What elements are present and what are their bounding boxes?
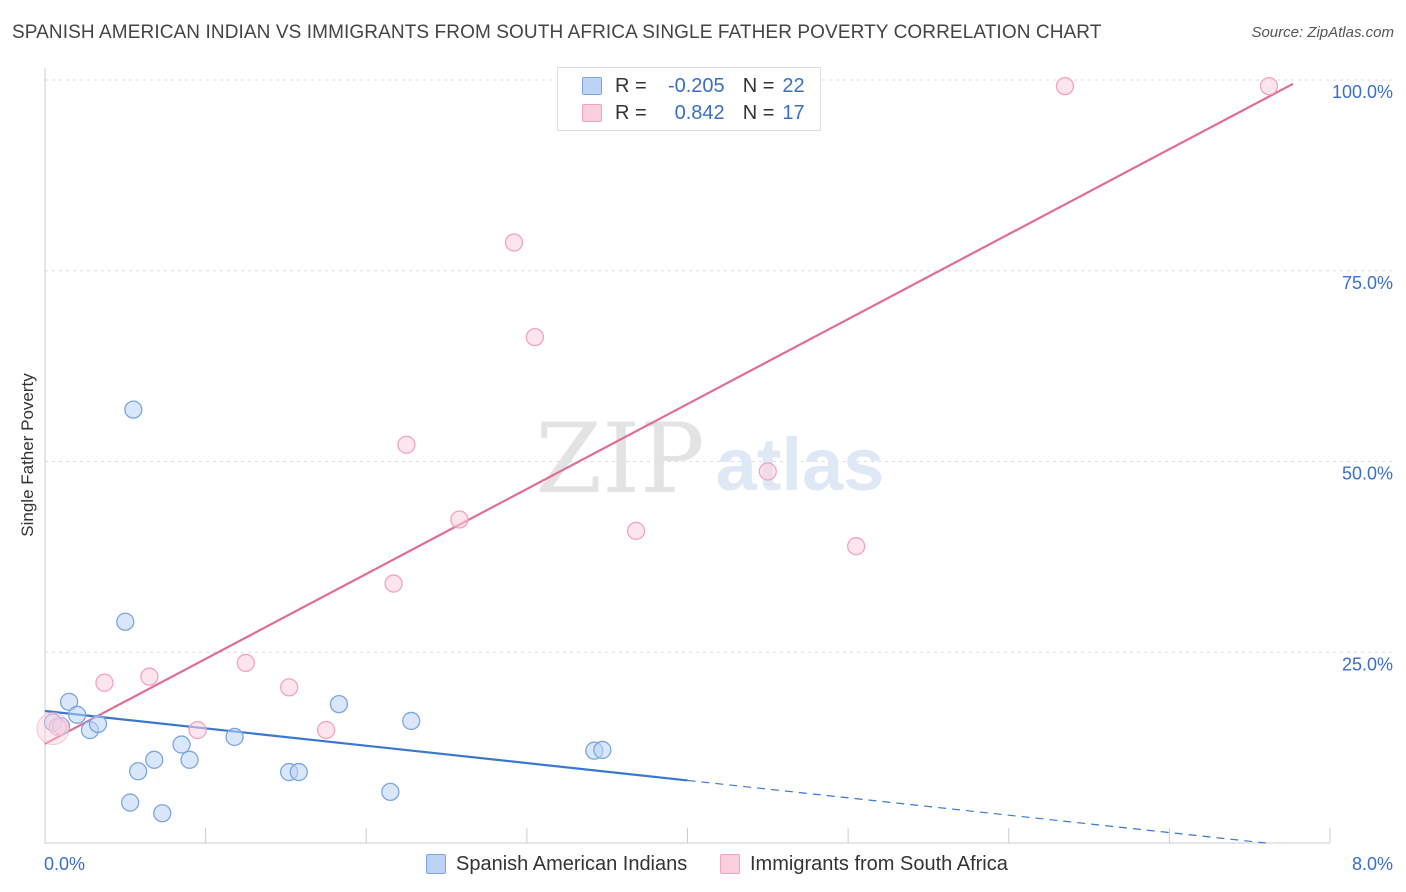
point-south-africa-immigrant xyxy=(279,678,299,697)
point-south-africa-immigrant xyxy=(397,435,416,454)
point-spanish-american-indian xyxy=(145,750,164,769)
legend-row-pink: R = 0.842 N = 17 xyxy=(582,100,805,126)
point-spanish-american-indian xyxy=(67,705,87,724)
point-south-africa-immigrant xyxy=(1055,76,1075,96)
watermark-zip: ZIP xyxy=(535,403,704,515)
trend-line-blue xyxy=(44,709,688,782)
legend-swatch-blue xyxy=(582,77,602,95)
point-south-africa-immigrant xyxy=(316,720,336,740)
point-spanish-american-indian xyxy=(225,727,244,747)
legend-n-label: N = xyxy=(742,74,775,97)
point-spanish-american-indian xyxy=(329,694,349,714)
point-south-africa-immigrant xyxy=(236,653,255,673)
bottom-legend-swatch-blue xyxy=(426,854,446,874)
legend-n-value: 17 xyxy=(782,101,805,124)
trend-lines xyxy=(44,82,1294,844)
axes xyxy=(44,68,1331,844)
legend-n-label: N = xyxy=(742,101,775,124)
point-spanish-american-indian xyxy=(402,711,421,731)
bottom-legend-label-blue: Spanish American Indians xyxy=(456,852,688,875)
watermark: ZIP atlas xyxy=(535,403,884,515)
point-south-africa-immigrant xyxy=(758,462,777,481)
bottom-legend-blue: Spanish American Indians xyxy=(426,850,687,878)
point-spanish-american-indian xyxy=(593,740,612,760)
correlation-legend: R = -0.205 N = 22 R = 0.842 N = 17 xyxy=(557,67,821,131)
data-points xyxy=(36,76,1279,823)
point-spanish-american-indian xyxy=(289,762,308,782)
grid-lines xyxy=(45,79,1395,653)
point-south-africa-immigrant xyxy=(48,717,67,737)
watermark-atlas: atlas xyxy=(716,423,885,506)
chart-title: SPANISH AMERICAN INDIAN VS IMMIGRANTS FR… xyxy=(12,22,1102,43)
legend-swatch-pink xyxy=(582,104,602,122)
y-tick-label: 25.0% xyxy=(1342,654,1393,674)
bottom-legend-swatch-pink xyxy=(720,854,740,874)
legend-r-label: R = xyxy=(615,101,647,124)
point-spanish-american-indian xyxy=(124,400,143,419)
y-tick-label: 75.0% xyxy=(1342,273,1393,293)
tick-labels: 25.0% 50.0% 75.0% 100.0% 0.0% 8.0% xyxy=(44,82,1393,874)
trend-line-pink xyxy=(44,82,1294,745)
point-spanish-american-indian xyxy=(381,782,400,802)
legend-r-value: 0.842 xyxy=(674,101,725,124)
point-spanish-american-indian xyxy=(59,692,79,711)
point-south-africa-immigrant xyxy=(450,510,469,529)
point-south-africa-immigrant xyxy=(188,720,207,740)
x-tick-label: 0.0% xyxy=(44,854,85,874)
legend-row-blue: R = -0.205 N = 22 xyxy=(582,73,805,99)
bottom-legend-pink: Immigrants from South Africa xyxy=(720,850,1008,878)
legend-r-label: R = xyxy=(615,74,647,97)
point-cluster xyxy=(36,712,70,746)
y-tick-label: 50.0% xyxy=(1342,464,1393,484)
point-spanish-american-indian xyxy=(120,793,140,812)
point-spanish-american-indian xyxy=(116,612,135,631)
point-south-africa-immigrant xyxy=(847,537,866,556)
point-spanish-american-indian xyxy=(180,750,199,769)
point-south-africa-immigrant xyxy=(504,233,524,252)
legend-n-value: 22 xyxy=(782,74,805,97)
trend-line-blue-dashed xyxy=(687,779,1266,844)
point-south-africa-immigrant xyxy=(626,521,646,541)
point-spanish-american-indian xyxy=(88,714,108,734)
y-tick-label: 100.0% xyxy=(1332,82,1393,102)
point-spanish-american-indian xyxy=(172,735,191,754)
point-south-africa-immigrant xyxy=(1259,76,1279,96)
point-spanish-american-indian xyxy=(129,762,148,781)
bottom-legend-label-pink: Immigrants from South Africa xyxy=(750,852,1008,875)
legend-r-value: -0.205 xyxy=(667,74,725,97)
point-south-africa-immigrant xyxy=(525,327,545,347)
point-spanish-american-indian xyxy=(153,804,172,823)
point-south-africa-immigrant xyxy=(384,574,403,593)
point-south-africa-immigrant xyxy=(95,673,114,692)
x-tick-label: 8.0% xyxy=(1352,854,1393,874)
point-south-africa-immigrant xyxy=(140,667,159,686)
source-credit: Source: ZipAtlas.com xyxy=(1251,24,1394,41)
